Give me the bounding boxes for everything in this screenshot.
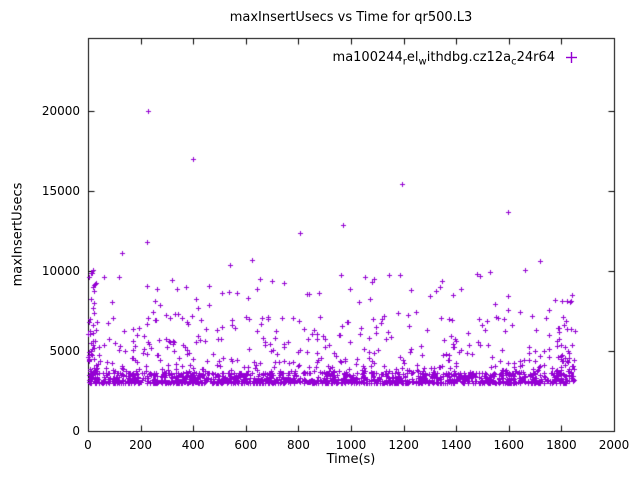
x-tick-label: 1400 [440,438,472,452]
legend-plus-marker-icon [566,51,577,63]
legend-label-segment: c [511,56,517,68]
legend-label-segment: ma100244 [332,49,403,65]
x-tick-label: 400 [181,438,205,452]
x-tick-label: 1600 [493,438,525,452]
x-tick-label: 0 [84,438,92,452]
x-tick-label: 600 [234,438,258,452]
y-tick-label: 0 [72,424,80,438]
legend-label-segment: r [402,56,407,68]
x-tick-label: 200 [129,438,153,452]
x-tick-label: 2000 [598,438,630,452]
y-tick-label: 10000 [41,263,80,278]
x-tick-label: 1200 [388,438,419,452]
legend-label-segment: el [406,49,419,65]
y-tick-label: 5000 [49,343,80,358]
legend-label-segment: ithdbg.cz12a [426,49,512,65]
legend-series-label: ma100244relwithdbg.cz12ac24r64 [332,49,555,68]
legend-label-segment: w [418,56,427,68]
y-tick-label: 15000 [41,183,80,198]
legend-label-segment: 24r64 [516,49,555,65]
legend: ma100244relwithdbg.cz12ac24r64 [332,48,578,68]
chart-title: maxInsertUsecs vs Time for qr500.L3 [229,10,473,25]
x-tick-label: 1000 [335,438,367,452]
y-tick-label: 20000 [41,103,80,118]
x-axis-label: Time(s) [326,452,376,467]
x-tick-label: 800 [286,438,310,452]
x-tick-label: 1800 [546,438,577,452]
